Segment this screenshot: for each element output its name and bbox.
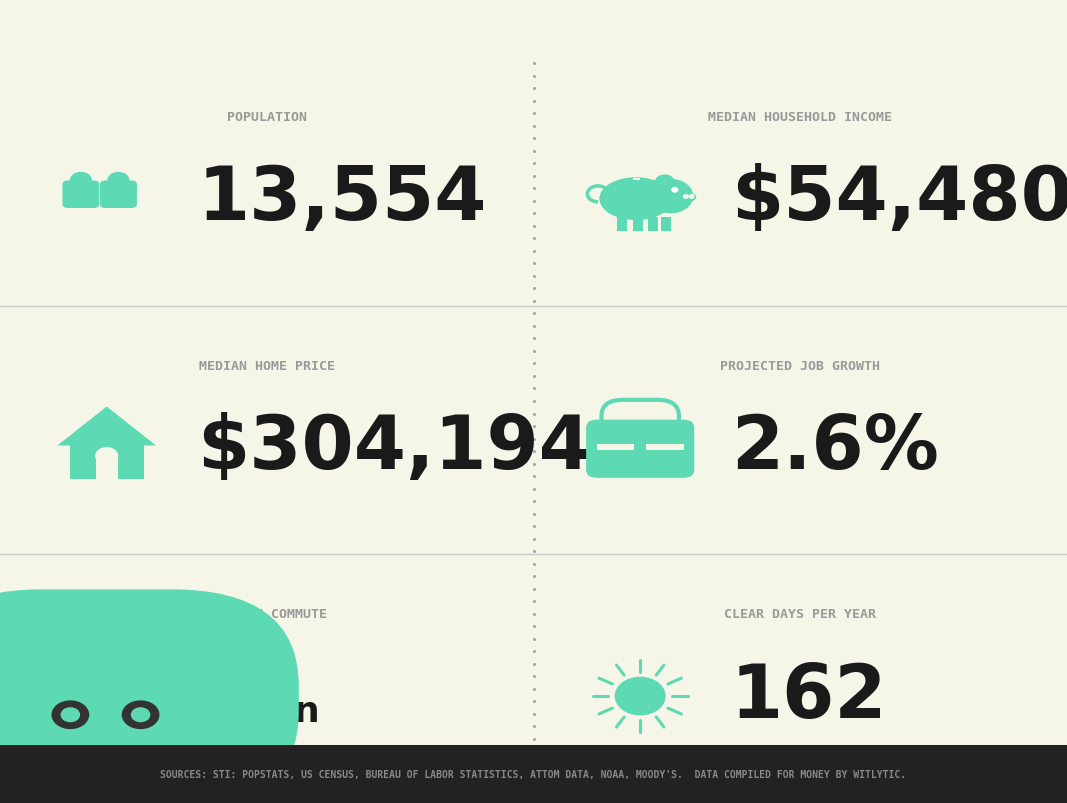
Bar bbox=[648, 218, 658, 232]
Bar bbox=[633, 218, 642, 232]
Polygon shape bbox=[58, 407, 156, 446]
Bar bbox=[617, 218, 627, 232]
Circle shape bbox=[616, 678, 665, 715]
Text: $54,480: $54,480 bbox=[731, 163, 1067, 236]
Circle shape bbox=[123, 701, 159, 728]
Circle shape bbox=[61, 708, 79, 722]
Ellipse shape bbox=[682, 194, 696, 202]
Text: 24: 24 bbox=[197, 660, 302, 732]
Ellipse shape bbox=[600, 179, 672, 220]
Text: 13,554: 13,554 bbox=[197, 163, 487, 236]
Circle shape bbox=[655, 176, 674, 190]
Bar bbox=[38, 728, 175, 731]
Text: $304,194: $304,194 bbox=[197, 411, 591, 484]
Bar bbox=[0, 745, 1067, 803]
FancyBboxPatch shape bbox=[62, 181, 99, 209]
Text: 2.6%: 2.6% bbox=[731, 411, 939, 484]
Circle shape bbox=[649, 181, 692, 214]
Circle shape bbox=[689, 195, 694, 199]
Bar bbox=[662, 218, 671, 232]
Text: PROJECTED JOB GROWTH: PROJECTED JOB GROWTH bbox=[720, 359, 880, 373]
Circle shape bbox=[96, 448, 117, 464]
Circle shape bbox=[684, 195, 688, 199]
Circle shape bbox=[52, 701, 89, 728]
Circle shape bbox=[70, 173, 91, 189]
Text: AVERAGE COMMUTE: AVERAGE COMMUTE bbox=[207, 608, 327, 621]
Text: POPULATION: POPULATION bbox=[227, 111, 306, 124]
Text: CLEAR DAYS PER YEAR: CLEAR DAYS PER YEAR bbox=[724, 608, 876, 621]
Circle shape bbox=[672, 188, 678, 193]
Bar bbox=[69, 444, 144, 479]
Bar bbox=[634, 442, 647, 451]
FancyBboxPatch shape bbox=[586, 420, 695, 479]
FancyBboxPatch shape bbox=[0, 601, 227, 752]
Bar bbox=[96, 456, 117, 479]
Text: MEDIAN HOUSEHOLD INCOME: MEDIAN HOUSEHOLD INCOME bbox=[708, 111, 892, 124]
Circle shape bbox=[108, 173, 129, 189]
Circle shape bbox=[131, 708, 149, 722]
FancyBboxPatch shape bbox=[100, 181, 137, 209]
Text: MEDIAN HOME PRICE: MEDIAN HOME PRICE bbox=[198, 359, 335, 373]
FancyBboxPatch shape bbox=[0, 589, 299, 803]
Bar bbox=[596, 444, 684, 450]
Text: min: min bbox=[244, 694, 320, 728]
Bar bbox=[633, 179, 640, 181]
Text: 162: 162 bbox=[731, 660, 888, 732]
Text: SOURCES: STI: POPSTATS, US CENSUS, BUREAU OF LABOR STATISTICS, ATTOM DATA, NOAA,: SOURCES: STI: POPSTATS, US CENSUS, BUREA… bbox=[160, 769, 907, 779]
